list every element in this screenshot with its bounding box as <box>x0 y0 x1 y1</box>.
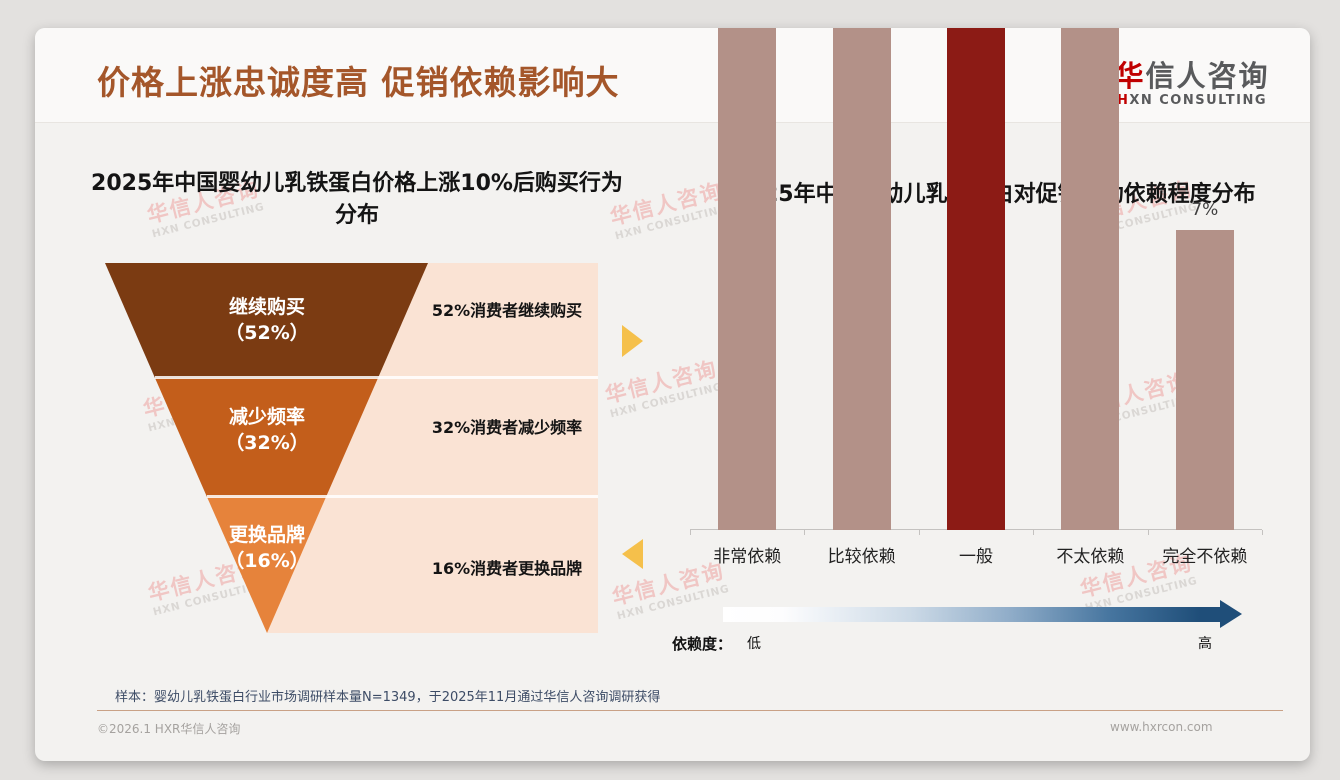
bar-category-label: 完全不依赖 <box>1162 547 1248 567</box>
funnel-title-line2: 分布 <box>334 203 379 228</box>
logo-cn-rest: 信人咨询 <box>1145 59 1270 93</box>
bar-plot: 18%32%28%15% 7% <box>690 28 1263 535</box>
dependence-high-label: 高 <box>1198 636 1212 652</box>
bar <box>1175 230 1234 530</box>
funnel-slice-3-pct: （16%） <box>225 550 309 572</box>
bar <box>718 28 777 530</box>
bar-category-label: 非常依赖 <box>713 547 782 567</box>
axis-tick <box>804 530 806 535</box>
funnel-chart-title: 2025年中国婴幼儿乳铁蛋白价格上涨10%后购买行为 分布 <box>43 168 671 232</box>
bar-cell: 15% <box>1033 28 1147 530</box>
funnel-note-2: 32%消费者减少频率 <box>431 418 583 437</box>
dependence-legend-label: 依赖度： <box>672 635 733 653</box>
funnel-note-1: 52%消费者继续购买 <box>431 301 583 320</box>
bar-value-label: 7% <box>1191 200 1219 221</box>
bar-category-label: 比较依赖 <box>827 547 896 567</box>
axis-tick <box>1033 530 1035 535</box>
dependence-low-label: 低 <box>747 636 761 652</box>
bar-category-label: 不太依赖 <box>1056 547 1125 567</box>
logo-en-text: HXN CONSULTING <box>1097 94 1287 107</box>
bar-cell: 28% <box>919 28 1033 530</box>
funnel-note-3: 16%消费者更换品牌 <box>431 559 583 578</box>
slide-card: 价格上涨忠诚度高 促销依赖影响大 华信人咨询 HXN CONSULTING 20… <box>35 28 1310 761</box>
funnel-slice-1-name: 继续购买 <box>228 296 305 318</box>
dependence-gradient-arrowhead-icon <box>1220 600 1242 628</box>
bar-cell: 32% <box>804 28 918 530</box>
funnel-divider-2 <box>207 495 598 498</box>
bar-categories: 非常依赖 比较依赖 一般 不太依赖 完全不依赖 <box>690 542 1262 567</box>
funnel-slice-2-name: 减少频率 <box>228 406 305 428</box>
logo-en-first-char: H <box>1116 93 1130 108</box>
funnel-slice-1-pct: （52%） <box>225 322 309 344</box>
connector-arrow-left-icon <box>622 539 643 569</box>
sample-note: 样本：婴幼儿乳铁蛋白行业市场调研样本量N=1349，于2025年11月通过华信人… <box>115 690 661 705</box>
footer-divider <box>97 710 1283 711</box>
axis-tick <box>918 530 920 535</box>
funnel-slice-label-3: 更换品牌 （16%） <box>167 522 367 574</box>
funnel-slice-label-2: 减少频率 （32%） <box>167 404 367 456</box>
dependence-gradient-bar <box>723 607 1220 622</box>
axis-tick <box>690 530 691 535</box>
bar-category-label: 一般 <box>959 547 994 567</box>
bar-cell: 7% <box>1148 200 1262 530</box>
axis-tick <box>1147 530 1149 535</box>
funnel-slice-label-1: 继续购买 （52%） <box>167 294 367 346</box>
connector-arrow-right-icon <box>622 325 643 357</box>
logo-en-rest: XN CONSULTING <box>1129 93 1268 108</box>
axis-tick <box>1262 530 1263 535</box>
bar <box>1061 28 1120 530</box>
bar-cell: 18% <box>690 28 804 530</box>
website-url: www.hxrcon.com <box>1110 720 1213 734</box>
funnel-title-line1: 2025年中国婴幼儿乳铁蛋白价格上涨10%后购买行为 <box>91 171 623 196</box>
logo-cn-text: 华信人咨询 <box>1097 62 1287 91</box>
funnel-slice-3-name: 更换品牌 <box>228 524 305 546</box>
bar <box>947 28 1006 530</box>
bar <box>832 28 891 530</box>
watermark-en-text: HXN CONSULTING <box>151 578 267 619</box>
page-title: 价格上涨忠诚度高 促销依赖影响大 <box>97 63 620 102</box>
copyright-text: ©2026.1 HXR华信人咨询 <box>97 722 241 736</box>
funnel-divider-1 <box>155 376 598 379</box>
funnel-slice-2-pct: （32%） <box>225 432 309 454</box>
watermark-en-text: HXN CONSULTING <box>615 582 731 623</box>
company-logo: 华信人咨询 HXN CONSULTING <box>1097 62 1287 108</box>
